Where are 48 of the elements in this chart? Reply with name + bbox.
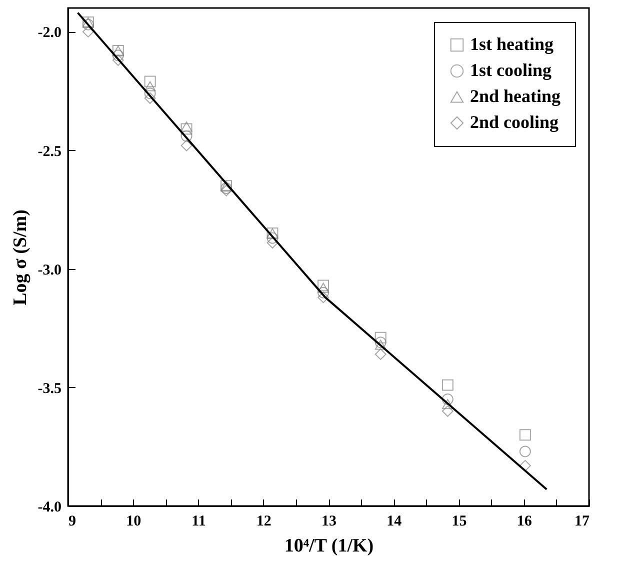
x-axis-title: 10⁴/T (1/K): [284, 536, 374, 556]
point: [144, 81, 156, 92]
point: [220, 184, 232, 196]
point: [266, 232, 278, 244]
point: [442, 405, 454, 417]
point: [374, 348, 386, 360]
point: [374, 336, 386, 348]
y-tick-label: -2.5: [38, 144, 62, 160]
point: [112, 50, 124, 62]
x-tick-label: 17: [574, 514, 590, 530]
legend-label: 1st heating: [470, 34, 554, 54]
point: [318, 286, 330, 298]
x-tick-label: 10: [126, 514, 142, 530]
point: [318, 292, 330, 304]
x-tick-label: 16: [516, 514, 532, 530]
x-tick-label: 9: [68, 514, 76, 530]
point: [519, 446, 531, 458]
point: [82, 18, 94, 30]
point: [180, 123, 192, 135]
point: [442, 398, 454, 410]
point: [82, 26, 94, 38]
legend-label: 1st cooling: [470, 60, 552, 80]
point: [180, 130, 192, 142]
point: [374, 332, 386, 344]
x-tick-label: 11: [192, 514, 206, 530]
point: [442, 379, 454, 391]
point: [180, 140, 192, 152]
x-tick-label: 14: [386, 514, 402, 530]
point: [144, 88, 156, 100]
x-tick-label: 13: [322, 514, 336, 530]
point: [318, 282, 330, 293]
point: [144, 76, 156, 88]
y-axis-title: Log σ (S/m): [10, 210, 31, 306]
point: [318, 280, 330, 292]
x-tick-label: 15: [452, 514, 467, 530]
y-tick-label: -3.0: [38, 262, 62, 278]
legend-label: 2nd heating: [470, 86, 561, 106]
y-tick-label: -3.5: [38, 380, 62, 397]
point: [112, 54, 124, 66]
y-tick-label: -4.0: [38, 500, 62, 516]
y-tick-label: -2.0: [38, 25, 62, 42]
point: [180, 122, 192, 132]
point: [442, 394, 454, 406]
point: [374, 340, 386, 350]
legend-label: 2nd cooling: [470, 112, 559, 132]
point: [144, 92, 156, 104]
x-tick-label: 12: [256, 514, 272, 530]
point: [519, 429, 531, 441]
